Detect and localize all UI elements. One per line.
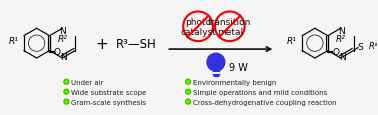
Text: R²: R² bbox=[58, 34, 68, 43]
Circle shape bbox=[186, 89, 191, 94]
Circle shape bbox=[207, 54, 225, 71]
Circle shape bbox=[64, 80, 69, 85]
Circle shape bbox=[183, 12, 213, 42]
Circle shape bbox=[64, 89, 69, 94]
Text: O: O bbox=[332, 47, 339, 56]
Text: S: S bbox=[358, 43, 363, 52]
Circle shape bbox=[186, 80, 191, 85]
Text: Simple operations and mild conditions: Simple operations and mild conditions bbox=[193, 89, 327, 95]
Text: N: N bbox=[59, 27, 66, 35]
Text: transition
metal: transition metal bbox=[208, 17, 251, 37]
Text: R¹: R¹ bbox=[287, 36, 297, 45]
Text: R³—SH: R³—SH bbox=[116, 37, 157, 50]
Text: photo
catalyst: photo catalyst bbox=[180, 17, 216, 37]
Text: Cross-dehydrogenative coupling reaction: Cross-dehydrogenative coupling reaction bbox=[193, 99, 337, 105]
Bar bbox=[213, 71, 219, 75]
Text: Environmentally benign: Environmentally benign bbox=[193, 79, 276, 85]
Text: Wide substrate scope: Wide substrate scope bbox=[71, 89, 147, 95]
Text: R³: R³ bbox=[369, 42, 378, 51]
Text: O: O bbox=[54, 47, 61, 56]
Text: 9 W: 9 W bbox=[229, 62, 248, 72]
Text: R¹: R¹ bbox=[9, 36, 19, 45]
Circle shape bbox=[64, 99, 69, 104]
Circle shape bbox=[215, 12, 245, 42]
Text: Under air: Under air bbox=[71, 79, 104, 85]
Text: +: + bbox=[96, 36, 108, 51]
Text: N: N bbox=[339, 52, 345, 61]
Text: N: N bbox=[338, 27, 344, 35]
Text: N: N bbox=[60, 52, 67, 61]
Text: R²: R² bbox=[336, 34, 346, 43]
Bar bbox=[214, 75, 218, 77]
Text: Gram-scale synthesis: Gram-scale synthesis bbox=[71, 99, 146, 105]
Circle shape bbox=[186, 99, 191, 104]
